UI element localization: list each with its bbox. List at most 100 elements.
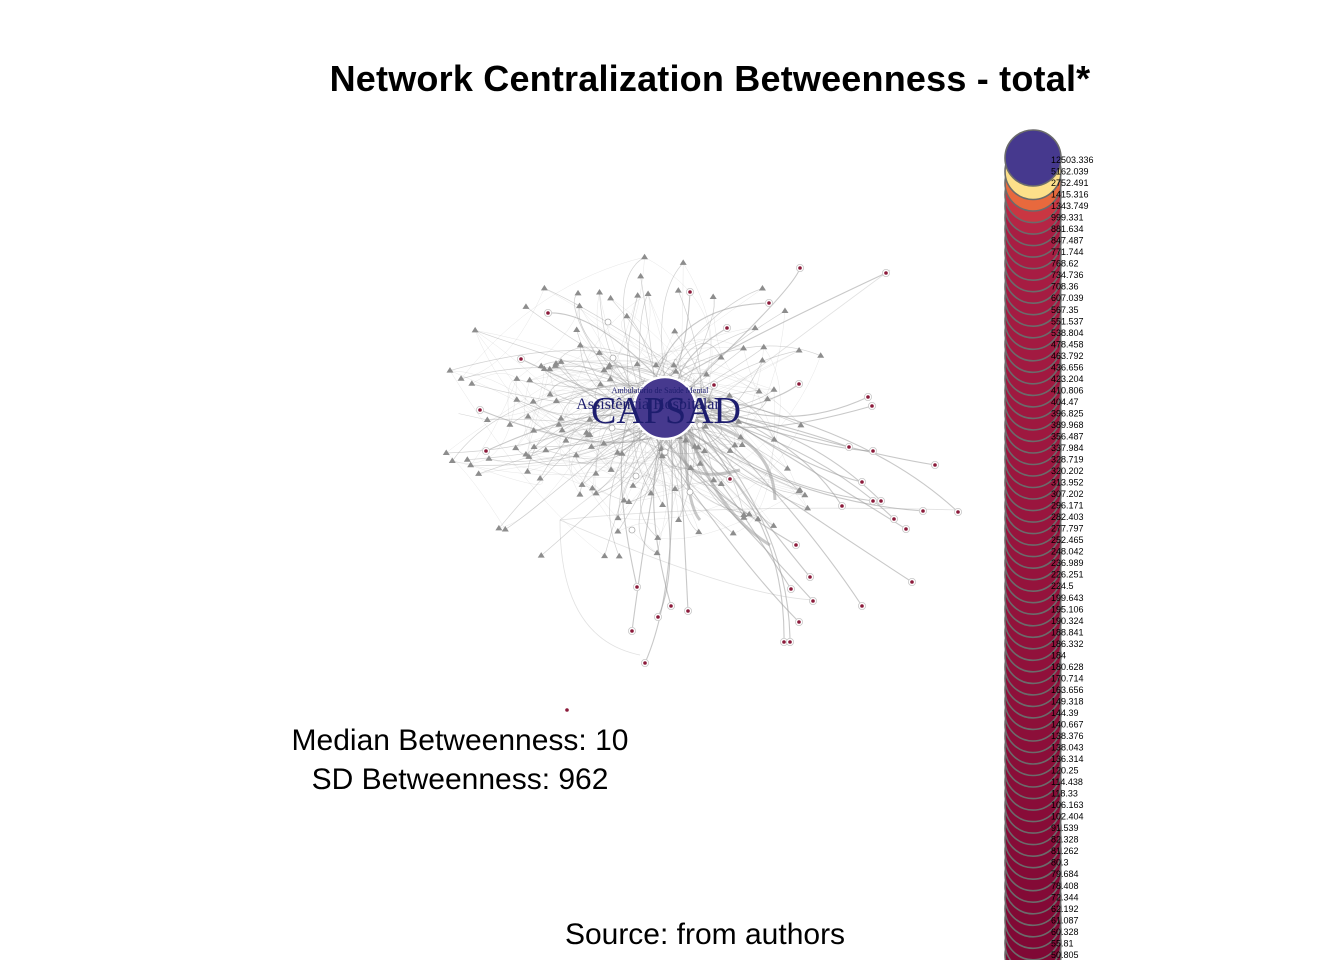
legend-value: 140.667 [1051, 720, 1084, 730]
edge [674, 420, 913, 583]
edge [665, 395, 874, 452]
peripheral-node [847, 445, 851, 449]
legend-value: 114.438 [1051, 777, 1083, 787]
edge [528, 455, 663, 465]
edge [682, 262, 713, 441]
peripheral-node [788, 640, 792, 644]
peripheral-node [910, 580, 914, 584]
edge [449, 350, 694, 384]
edge [589, 419, 686, 442]
edge [609, 415, 656, 557]
edge [559, 519, 816, 601]
gray-node [702, 423, 710, 429]
gray-node [717, 353, 725, 360]
legend-value: 847.487 [1051, 236, 1084, 246]
legend-value: 80.3 [1051, 858, 1069, 868]
gray-node [682, 437, 690, 443]
edge [498, 434, 591, 529]
gray-node [485, 455, 493, 461]
legend-value: 79.684 [1051, 869, 1079, 879]
edge [617, 425, 802, 520]
gray-node [463, 456, 471, 462]
legend-value: 50.805 [1051, 950, 1079, 960]
edge [591, 362, 674, 447]
gray-node [755, 387, 763, 394]
node-label-hub: CAPSAD [591, 390, 741, 432]
legend-value: 12503.336 [1051, 155, 1094, 165]
core-node [632, 472, 640, 480]
edge [487, 418, 649, 436]
edge [470, 378, 518, 466]
edge [644, 256, 711, 375]
edge [568, 367, 609, 495]
legend-value: 320.202 [1051, 466, 1084, 476]
edge [655, 358, 802, 426]
gray-node [606, 361, 614, 368]
legend-value: 149.318 [1051, 696, 1084, 706]
gray-node [524, 468, 532, 474]
gray-node [801, 491, 809, 498]
gray-node [641, 253, 649, 260]
legend-value: 1343.749 [1051, 201, 1089, 211]
gray-node [615, 552, 623, 559]
legend-value: 282.403 [1051, 512, 1084, 522]
edge [677, 416, 689, 612]
edge [565, 435, 592, 448]
edge [515, 347, 744, 449]
gray-node [670, 361, 678, 368]
peripheral-node [871, 499, 875, 503]
gray-node [596, 289, 604, 295]
legend-value: 881.634 [1051, 224, 1084, 234]
edge [528, 367, 609, 457]
edge [458, 413, 488, 421]
gray-node [557, 358, 565, 364]
edge [740, 310, 786, 438]
legend-value: 708.36 [1051, 282, 1079, 292]
core-node [609, 354, 617, 362]
gray-node [695, 528, 703, 535]
edge [474, 330, 663, 393]
edge [516, 378, 640, 392]
edge [460, 256, 645, 379]
edge [559, 507, 961, 521]
legend-value: 72.344 [1051, 892, 1079, 902]
gray-node [614, 527, 622, 534]
hub-node [632, 375, 698, 441]
peripheral-node [879, 499, 883, 503]
legend-value: 190.324 [1051, 616, 1084, 626]
edge [603, 441, 743, 446]
legend-value: 180.628 [1051, 662, 1084, 672]
edge [655, 339, 744, 366]
edge [628, 355, 821, 503]
legend-value: 337.984 [1051, 443, 1084, 453]
gray-node [530, 427, 538, 433]
chart-title: Network Centralization Betweenness - tot… [329, 58, 1091, 99]
edge [575, 455, 629, 503]
gray-node [633, 360, 641, 367]
peripheral-node [478, 408, 482, 412]
edge [515, 368, 545, 449]
peripheral-node [921, 509, 925, 513]
edge [470, 464, 543, 485]
legend-value: 81.262 [1051, 846, 1079, 856]
gray-node [671, 327, 679, 334]
edge [516, 399, 630, 503]
gray-node [592, 489, 600, 496]
gray-node [770, 522, 778, 528]
gray-node [546, 391, 554, 397]
edge [549, 379, 640, 395]
gray-node [672, 368, 680, 374]
gray-node [555, 421, 563, 427]
legend-value: 144.39 [1051, 708, 1079, 718]
gray-node [471, 326, 479, 333]
edge [559, 269, 891, 521]
edge [603, 257, 645, 371]
edge [621, 453, 676, 490]
edge [474, 330, 651, 494]
network-nodes [442, 253, 963, 712]
peripheral-node [933, 463, 937, 467]
legend-value: 226.251 [1051, 570, 1084, 580]
edge [687, 399, 863, 607]
edge [712, 296, 760, 392]
